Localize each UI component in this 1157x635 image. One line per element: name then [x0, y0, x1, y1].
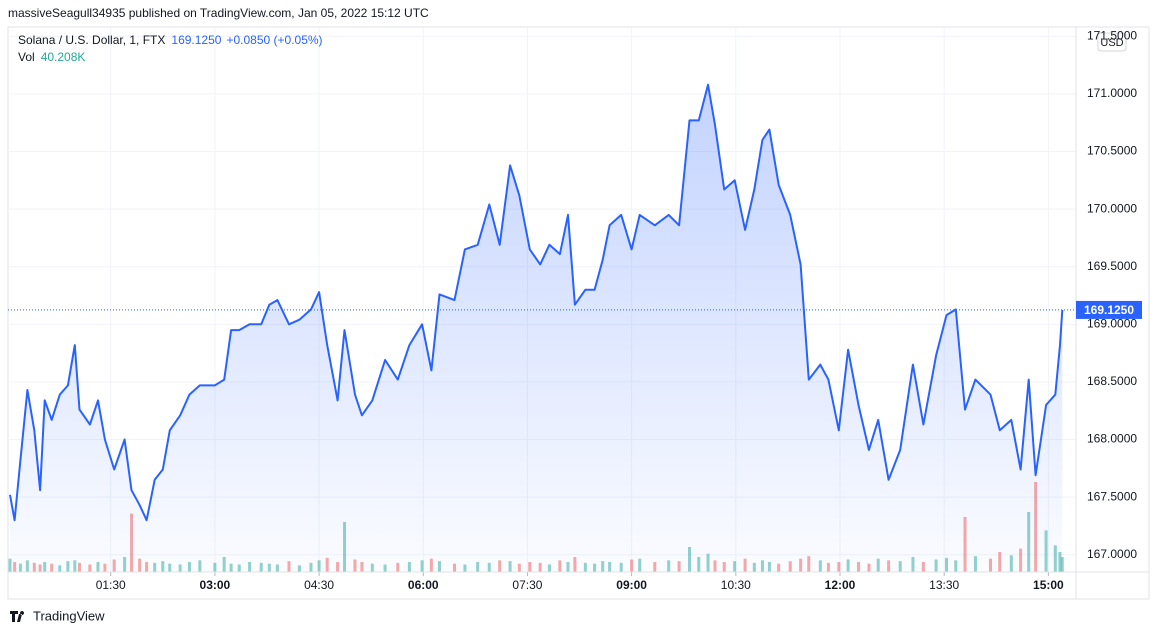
y-tick-label: 170.5000 [1087, 144, 1137, 158]
x-tick-label: 01:30 [96, 578, 126, 592]
area-fill [10, 84, 1063, 572]
change: +0.0850 (+0.05%) [226, 33, 322, 47]
frame [7, 26, 1150, 600]
last-price-label: 169.1250 [1084, 303, 1134, 317]
x-tick-label: 15:00 [1033, 578, 1064, 592]
x-tick-label: 12:00 [825, 578, 856, 592]
symbol: Solana / U.S. Dollar, 1, FTX [18, 33, 165, 47]
volume-label: Vol [18, 50, 35, 64]
brand-logo [10, 611, 25, 622]
x-tick-label: 04:30 [304, 578, 334, 592]
y-tick-label: 167.5000 [1087, 489, 1137, 503]
last-price: 169.1250 [171, 33, 221, 47]
volume-value: 40.208K [41, 50, 86, 64]
y-tick-label: 168.5000 [1087, 374, 1137, 388]
y-tick-label: 171.0000 [1087, 86, 1137, 100]
last-price-box [1076, 300, 1142, 319]
x-tick-label: 10:30 [721, 578, 751, 592]
y-tick-label: 167.0000 [1087, 547, 1137, 561]
x-tick-label: 09:00 [616, 578, 647, 592]
y-tick-label: 169.5000 [1087, 259, 1137, 273]
legend-line: Solana / U.S. Dollar, 1, FTX 169.1250 +0.0… [18, 33, 323, 47]
x-tick-label: 13:30 [929, 578, 959, 592]
currency-badge[interactable] [1097, 32, 1127, 52]
x-tick-label: 07:30 [512, 578, 542, 592]
publisher: massiveSeagull34935 published on Trading… [8, 6, 429, 20]
y-tick-label: 171.5000 [1087, 29, 1137, 43]
price-line [9, 83, 1064, 522]
brand: TradingView [33, 608, 105, 623]
x-tick-label: 03:00 [200, 578, 231, 592]
y-tick-label: 169.0000 [1087, 316, 1137, 330]
y-tick-label: 170.0000 [1087, 201, 1137, 215]
x-tick-label: 06:00 [408, 578, 439, 592]
y-tick-label: 168.0000 [1087, 432, 1137, 446]
currency[interactable]: USD [1100, 37, 1123, 49]
volume-legend: Vol 40.208K [18, 50, 85, 64]
